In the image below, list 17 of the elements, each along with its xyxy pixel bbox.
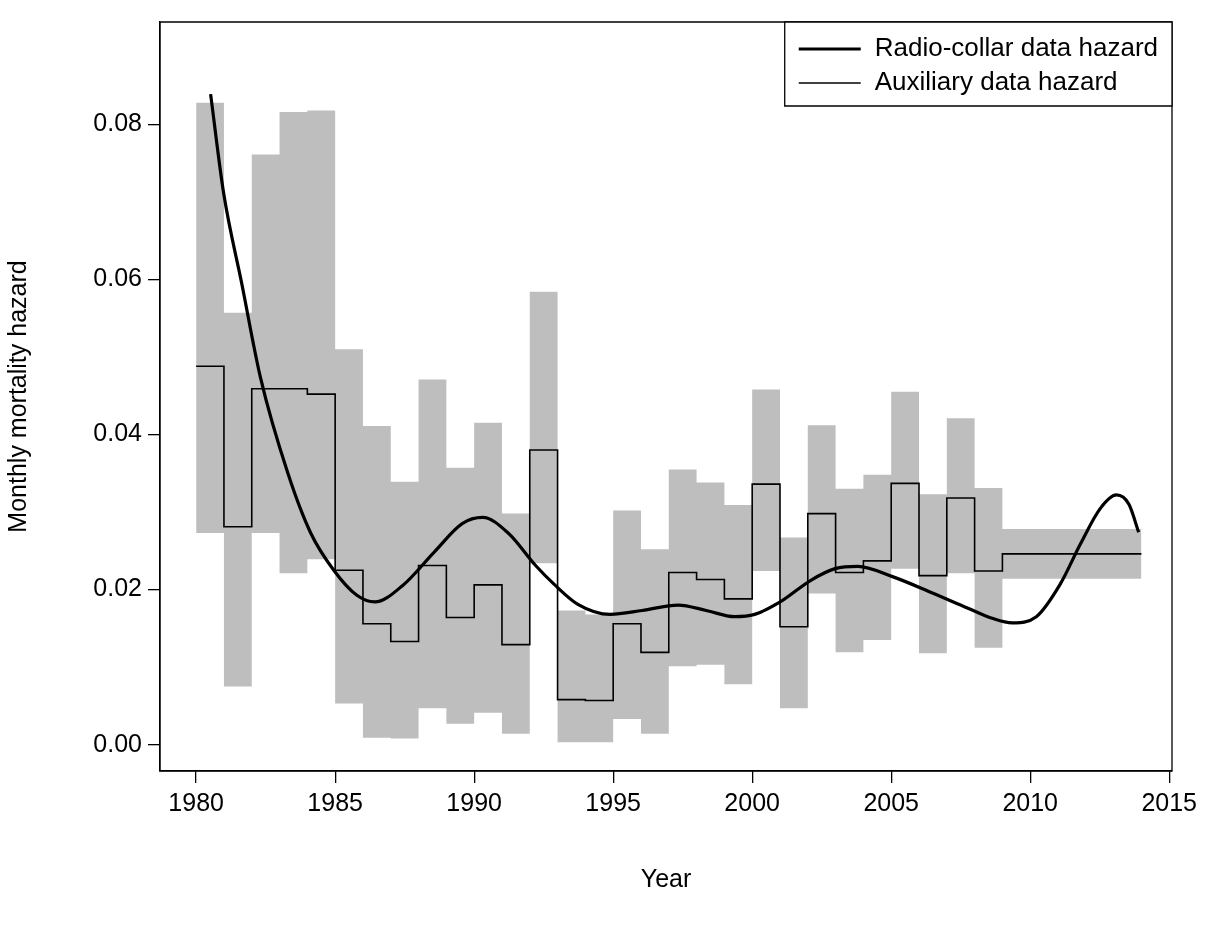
x-tick-label: 1990 [446,787,502,816]
x-tick-label: 2000 [724,787,780,816]
legend-label: Auxiliary data hazard [874,66,1118,97]
y-axis-title: Monthly mortality hazard [2,260,31,533]
x-tick-label: 1995 [585,787,641,816]
x-axis-title: Year [640,863,692,892]
x-tick-label: 2005 [863,787,920,816]
x-tick-label: 2015 [1141,787,1198,816]
x-tick-label: 2010 [1002,787,1059,816]
y-tick-label: 0.00 [93,728,142,757]
y-tick-label: 0.04 [93,418,143,447]
y-tick-label: 0.08 [93,108,142,137]
legend-label: Radio-collar data hazard [874,32,1159,63]
x-tick-label: 1985 [307,787,363,816]
x-tick-label: 1980 [168,787,224,816]
y-tick-label: 0.02 [93,573,142,602]
y-tick-label: 0.06 [93,263,142,292]
